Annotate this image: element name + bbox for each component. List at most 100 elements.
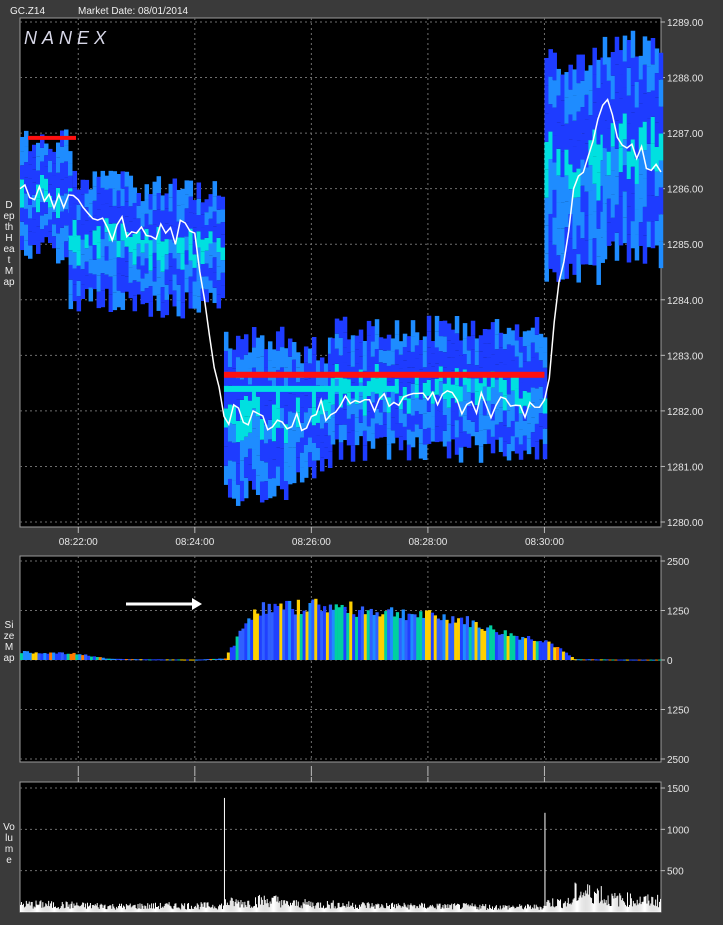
volume-bar [494,906,496,912]
heat-cell [374,423,380,439]
volume-bar [35,900,37,912]
heat-cell [374,349,380,364]
heat-cell [510,436,516,452]
volume-bar [497,908,499,912]
volume-bar [307,904,309,912]
heat-cell [450,357,456,371]
volume-bar [219,904,221,912]
heat-cell [299,407,305,423]
heat-cell [100,290,106,308]
heat-cell [200,227,206,240]
size-bar [384,611,388,660]
size-bar [462,624,467,660]
volume-bar [492,906,494,912]
heat-cell [646,92,652,119]
size-bar [518,639,522,660]
heat-cell [235,442,241,464]
heat-cell [426,395,432,412]
size-bar [599,659,604,661]
volume-bar [264,899,266,912]
heat-cell [572,120,577,147]
heat-cell [96,226,102,243]
heat-cell [48,195,53,208]
heat-cell [606,198,612,223]
heat-cell [176,268,182,285]
price-tick-label: 1287.00 [667,129,704,140]
volume-bar [197,904,199,912]
volume-bar [499,905,501,912]
heat-cell [346,392,352,406]
heat-cell [40,147,45,162]
size-bar [267,603,271,660]
heat-peak-band [28,135,76,140]
heat-cell [410,399,416,416]
heat-cell [112,258,118,276]
volume-bar [333,908,335,912]
volume-bar [460,908,462,912]
heat-cell [498,332,504,348]
volume-bar [257,895,259,912]
heat-cell [200,202,206,215]
heat-cell [542,443,548,460]
heat-cell [618,220,624,246]
volume-bar [387,905,389,912]
heat-cell [140,278,146,292]
heat-cell [164,269,170,285]
volume-bar [658,907,660,912]
heat-cell [76,250,82,266]
volume-bar [331,902,333,912]
volume-bar [20,904,21,912]
heat-cell [548,131,553,160]
heat-cell [394,408,400,424]
heat-cell [438,351,444,367]
volume-bar [227,904,229,912]
heat-cell [374,319,380,335]
heat-cell [592,102,597,130]
heat-cell [180,237,186,254]
heat-cell [534,423,540,442]
volume-bar [422,903,424,912]
heat-cell [568,164,573,190]
volume-bar [168,902,170,912]
heat-cell [576,225,581,255]
heat-cell [132,280,138,296]
volume-bar [469,904,471,912]
volume-bar [266,898,268,912]
heat-cell [482,372,488,387]
heat-cell [600,211,605,238]
heat-cell [538,373,544,387]
size-bar [139,659,143,661]
volume-bar [244,901,246,912]
heat-cell [552,189,557,218]
heat-cell [235,357,241,379]
volume-bar [527,904,529,912]
size-bar [433,615,437,660]
volume-bar [113,906,115,912]
heat-cell [390,338,396,352]
heat-cell [560,100,565,126]
volume-bar [588,894,590,912]
volume-bar [185,909,187,912]
heat-cell [534,317,540,335]
heat-cell [466,406,472,420]
heat-cell [430,391,436,404]
heat-cell [614,204,620,233]
heat-cell [346,432,352,446]
heat-cell [602,203,608,232]
heat-cell [116,207,122,224]
size-bar [337,607,341,660]
volume-bar [313,906,315,912]
heat-cell [124,171,130,187]
volume-bar [397,903,399,912]
volume-bar [269,901,271,912]
volume-bar [409,905,411,912]
volume-bar [268,907,270,912]
heat-cell [602,36,608,65]
heat-cell [646,118,652,144]
size-bar [357,610,362,660]
heat-cell [410,351,416,368]
heat-cell [88,203,94,218]
heat-cell [24,130,29,147]
heat-cell [658,241,664,269]
heat-cell [362,430,368,446]
